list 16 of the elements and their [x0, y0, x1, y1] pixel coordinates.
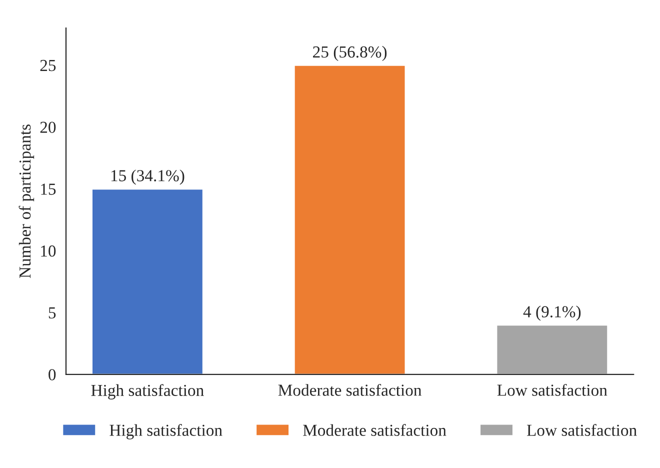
legend-label: High satisfaction — [110, 424, 222, 440]
x-tick-label: Low satisfaction — [497, 384, 608, 396]
data-label: 25 (56.8%) — [313, 46, 387, 62]
x-tick-label: Moderate satisfaction — [278, 384, 422, 396]
x-tick-label: High satisfaction — [91, 384, 204, 400]
y-tick-label: 15 — [41, 184, 56, 195]
legend-label: Moderate satisfaction — [303, 424, 446, 436]
y-tick-label: 25 — [40, 60, 56, 72]
data-label: 4 (9.1%) — [523, 306, 581, 321]
y-tick-label: 20 — [40, 122, 56, 133]
y-axis-title: Number of participants — [18, 124, 34, 278]
data-label: 15 (34.1%) — [111, 170, 184, 185]
y-tick-label: 5 — [48, 307, 56, 319]
legend-label: Low satisfaction — [526, 424, 637, 436]
y-tick-label: 10 — [41, 245, 56, 257]
y-tick-label: 0 — [48, 369, 56, 380]
